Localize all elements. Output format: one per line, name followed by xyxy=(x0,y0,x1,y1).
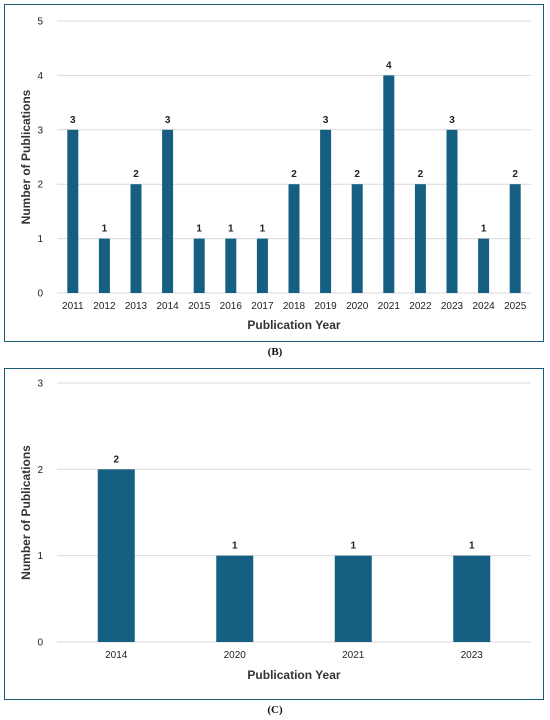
bar-2014 xyxy=(162,129,174,293)
x-tick-label: 2017 xyxy=(251,301,274,312)
y-tick-label: 2 xyxy=(37,465,43,476)
bar-2011 xyxy=(67,129,79,293)
bar-2024 xyxy=(478,238,490,293)
x-tick-label: 2022 xyxy=(409,301,432,312)
data-label: 1 xyxy=(481,224,487,235)
y-axis-title: Number of Publications xyxy=(19,445,33,580)
chart-panel-b: 0 1 2 3 4 5 3 2011 1 2012 2 2013 3 2014 1 2015 1 2016 1 201… xyxy=(4,4,544,342)
bar-2019 xyxy=(320,129,332,293)
x-tick-label: 2015 xyxy=(188,301,211,312)
x-tick-label: 2021 xyxy=(342,650,365,661)
bar-2021 xyxy=(383,75,395,294)
y-tick-label: 0 xyxy=(37,638,43,649)
chart-c-svg: 0 1 2 3 2 2014 1 2020 1 2021 1 2023 Publication Year… xyxy=(19,379,531,682)
caption-b: (B) xyxy=(267,346,283,358)
x-tick-label: 2014 xyxy=(156,301,179,312)
data-label: 4 xyxy=(386,60,392,71)
x-tick-label: 2011 xyxy=(62,301,84,312)
bar-2018 xyxy=(288,184,300,293)
data-label: 1 xyxy=(196,224,202,235)
data-label: 2 xyxy=(113,454,119,465)
bar-2025 xyxy=(509,184,521,293)
data-label: 3 xyxy=(323,115,329,126)
x-tick-label: 2020 xyxy=(224,650,247,661)
y-tick-label: 3 xyxy=(37,125,43,136)
x-tick-label: 2020 xyxy=(346,301,369,312)
bar-2012 xyxy=(98,238,110,293)
chart-panel-c: 0 1 2 3 2 2014 1 2020 1 2021 1 2023 Publication Year… xyxy=(4,368,544,700)
y-tick-label: 4 xyxy=(37,71,43,82)
data-label: 1 xyxy=(102,224,108,235)
bar-2022 xyxy=(414,184,426,293)
caption-c: (C) xyxy=(267,704,283,716)
bar-2020 xyxy=(216,555,254,642)
x-tick-label: 2013 xyxy=(125,301,148,312)
bar-2017 xyxy=(256,238,268,293)
data-label: 2 xyxy=(418,169,424,180)
x-axis-title: Publication Year xyxy=(247,318,340,332)
data-label: 1 xyxy=(350,541,356,552)
data-label: 3 xyxy=(165,115,171,126)
x-tick-label: 2025 xyxy=(504,301,527,312)
bar-2023 xyxy=(446,129,458,293)
y-tick-label: 1 xyxy=(37,551,43,562)
y-tick-label: 1 xyxy=(37,234,43,245)
bar-2023 xyxy=(453,555,491,642)
data-label: 2 xyxy=(354,169,360,180)
data-label: 1 xyxy=(232,541,238,552)
x-tick-label: 2024 xyxy=(472,301,495,312)
bar-2016 xyxy=(225,238,237,293)
data-label: 2 xyxy=(133,169,139,180)
bar-2021 xyxy=(334,555,372,642)
data-label: 3 xyxy=(70,115,76,126)
bar-2013 xyxy=(130,184,142,293)
y-tick-label: 0 xyxy=(37,289,43,300)
x-tick-label: 2021 xyxy=(378,301,401,312)
y-tick-label: 3 xyxy=(37,379,43,390)
x-tick-label: 2018 xyxy=(283,301,306,312)
chart-b-svg: 0 1 2 3 4 5 3 2011 1 2012 2 2013 3 2014 1 2015 1 2016 1 201… xyxy=(19,17,531,332)
y-tick-label: 2 xyxy=(37,180,43,191)
data-label: 2 xyxy=(291,169,297,180)
x-tick-label: 2023 xyxy=(461,650,484,661)
y-axis-title: Number of Publications xyxy=(19,89,33,224)
bar-2020 xyxy=(351,184,363,293)
x-axis-title: Publication Year xyxy=(247,668,340,682)
data-label: 2 xyxy=(512,169,518,180)
bar-2015 xyxy=(193,238,205,293)
x-tick-label: 2019 xyxy=(314,301,337,312)
y-tick-label: 5 xyxy=(37,17,43,28)
data-label: 1 xyxy=(469,541,475,552)
x-tick-label: 2016 xyxy=(220,301,243,312)
x-tick-label: 2014 xyxy=(105,650,128,661)
data-label: 3 xyxy=(449,115,455,126)
data-label: 1 xyxy=(228,224,234,235)
bar-2014 xyxy=(97,469,135,642)
x-tick-label: 2012 xyxy=(93,301,116,312)
x-tick-label: 2023 xyxy=(441,301,464,312)
data-label: 1 xyxy=(260,224,266,235)
